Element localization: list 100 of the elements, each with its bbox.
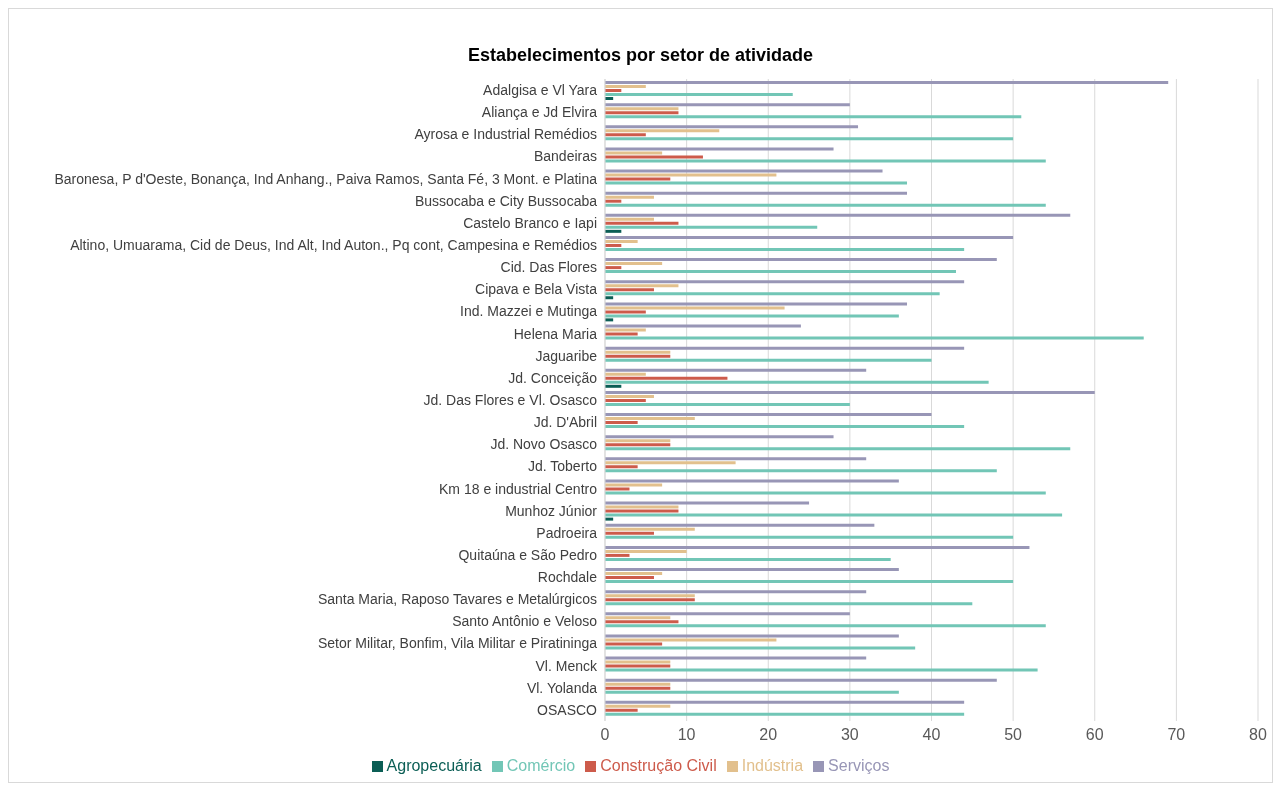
bar [605, 398, 646, 402]
bar [605, 576, 654, 580]
y-tick-label: Vl. Menck [535, 657, 598, 674]
bar [605, 346, 965, 350]
bar [605, 602, 973, 606]
bar [605, 612, 850, 616]
bar [605, 708, 638, 712]
bar [605, 129, 720, 133]
bar [605, 169, 883, 173]
bar [605, 572, 663, 576]
bar [605, 443, 671, 447]
bar [605, 402, 850, 406]
bar [605, 590, 867, 594]
bar [605, 358, 932, 362]
bar [605, 302, 908, 306]
bar [605, 125, 859, 129]
bar [605, 243, 622, 247]
bar [605, 280, 965, 284]
bar [605, 147, 834, 151]
y-tick-label: Altino, Umuarama, Cid de Deus, Ind Alt, Ind Auton., Pq cont, Campesina e Remédios [70, 237, 597, 253]
bar [605, 447, 1071, 451]
y-tick-label: Helena Maria [513, 325, 598, 342]
bar [605, 354, 671, 358]
bar [605, 151, 663, 155]
legend-label: Comércio [506, 757, 576, 774]
bar [605, 181, 908, 185]
bar [605, 336, 1144, 340]
bar [605, 292, 940, 296]
bar [605, 384, 622, 388]
bar [605, 177, 671, 181]
x-tick-label: 30 [840, 726, 859, 744]
bar [605, 93, 793, 96]
bar [605, 89, 622, 92]
bar [605, 457, 867, 461]
bar [605, 479, 899, 483]
bar [605, 380, 989, 384]
bar [605, 469, 997, 473]
bar [605, 712, 965, 716]
y-tick-label: Jaguaribe [535, 347, 598, 364]
bar [605, 270, 956, 274]
bar [605, 638, 777, 642]
bar [605, 660, 671, 664]
bar [605, 616, 671, 620]
bar [605, 394, 654, 398]
bar [605, 439, 671, 443]
legend-label: Agropecuária [386, 757, 482, 774]
y-tick-label: Santa Maria, Raposo Tavares e Metalúrgicos [317, 591, 597, 608]
y-tick-label: Ayrosa e Industrial Remédios [414, 126, 597, 143]
bar [605, 262, 663, 266]
bar [605, 173, 777, 177]
y-tick-label: Padroeira [536, 524, 598, 541]
bar [605, 501, 810, 505]
y-tick-label: Jd. D'Abril [533, 414, 597, 431]
bar [605, 646, 916, 650]
bar [605, 137, 1014, 141]
y-tick-label: Santo Antônio e Veloso [452, 613, 598, 630]
bar [605, 505, 679, 509]
bar [605, 513, 1063, 517]
bar [605, 535, 1014, 539]
x-tick-label: 40 [922, 726, 941, 744]
bar [605, 487, 630, 491]
bar [605, 686, 671, 690]
bar [605, 81, 1169, 84]
bar [605, 159, 1046, 163]
bar [605, 368, 867, 372]
bar [605, 306, 785, 310]
legend-label: Indústria [741, 757, 804, 774]
bar [605, 620, 679, 624]
bar [605, 465, 638, 469]
y-tick-label: Adalgisa e Vl Yara [483, 82, 598, 99]
bar [605, 284, 679, 288]
bar [605, 324, 801, 328]
bar [605, 229, 622, 233]
x-tick-label: 20 [759, 726, 778, 744]
y-tick-label: Jd. Toberto [527, 458, 598, 475]
x-tick-label: 50 [1004, 726, 1023, 744]
y-tick-label: Quitaúna e São Pedro [458, 546, 598, 563]
x-tick-label: 10 [677, 726, 696, 744]
bar [605, 421, 638, 425]
y-tick-label: Munhoz Júnior [505, 502, 598, 519]
bar [605, 235, 1014, 239]
bar [605, 225, 818, 229]
bar [605, 656, 867, 660]
bar [605, 390, 1095, 394]
bar [605, 549, 687, 553]
bar [605, 461, 736, 465]
y-tick-label: Vl. Yolanda [526, 679, 598, 696]
bar [605, 545, 1030, 549]
y-tick-label: Jd. Novo Osasco [490, 436, 598, 453]
bar [605, 111, 679, 115]
bar [605, 239, 638, 243]
bar [605, 523, 875, 527]
bar [605, 435, 834, 439]
bar [605, 557, 891, 561]
bar [605, 191, 908, 195]
x-tick-label: 0 [600, 726, 610, 744]
y-tick-label: Aliança e Jd Elvira [481, 104, 598, 121]
bar [605, 107, 679, 111]
y-tick-label: Baronesa, P d'Oeste, Bonança, Ind Anhang., Paiva Ramos, Santa Fé, 3 Mont. e Platina [54, 170, 598, 187]
bar [605, 642, 663, 646]
